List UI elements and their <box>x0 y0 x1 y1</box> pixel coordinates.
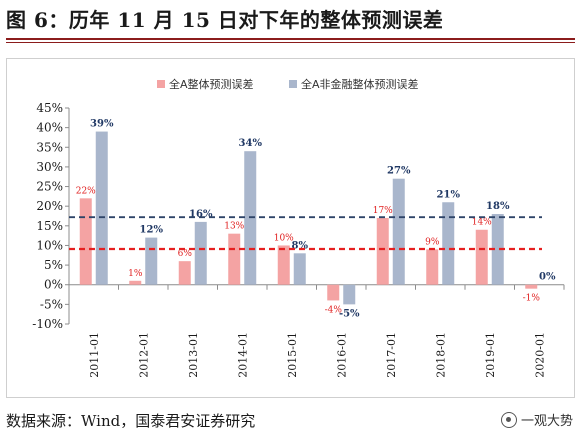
y-tick-label: 5% <box>44 258 63 272</box>
bar-series-a <box>178 261 191 285</box>
bar-series-a <box>79 198 92 285</box>
data-label-series-b: 39% <box>90 119 114 130</box>
data-label-series-a: 17% <box>373 206 393 216</box>
data-label-series-a: 9% <box>425 237 440 247</box>
y-tick-label: 35% <box>36 140 63 154</box>
wechat-logo-icon <box>500 411 517 428</box>
x-tick-label: 2018-01 <box>434 332 447 378</box>
data-label-series-b: 21% <box>437 189 461 200</box>
y-tick-label: -10% <box>32 317 63 331</box>
x-tick-label: 2014-01 <box>236 332 249 378</box>
x-tick-label: 2011-01 <box>88 332 101 378</box>
data-label-series-a: 13% <box>224 222 244 232</box>
legend-swatch-series-b <box>289 80 297 88</box>
x-tick-label: 2013-01 <box>187 332 200 378</box>
bar-series-a <box>277 245 290 285</box>
data-label-series-b: 18% <box>486 201 510 212</box>
data-label-series-b: -5% <box>339 308 360 319</box>
source-note: 数据来源：Wind，国泰君安证券研究 <box>6 412 256 430</box>
y-tick-label: 25% <box>36 180 63 194</box>
x-tick-label: 2012-01 <box>137 332 150 378</box>
bar-series-b <box>293 253 306 285</box>
y-tick-label: 30% <box>36 160 63 174</box>
data-label-series-b: 16% <box>189 209 213 220</box>
data-label-series-a: 6% <box>178 249 193 259</box>
x-tick-label: 2017-01 <box>385 332 398 378</box>
bar-series-a <box>129 280 142 285</box>
y-tick-label: 20% <box>36 199 63 213</box>
x-tick-label: 2016-01 <box>335 332 348 378</box>
brand-name: 一观大势 <box>520 414 573 429</box>
data-label-series-b: 0% <box>539 272 556 283</box>
data-label-series-b: 12% <box>140 225 164 236</box>
plot-area: -10% -5% 0% 5% 10% 15% 20% 25% 30% 35% 40% 45% 2011-… <box>32 101 565 378</box>
bar-series-b <box>194 221 207 285</box>
bar-series-b <box>442 202 455 285</box>
data-label-series-a: -1% <box>523 294 541 304</box>
data-label-series-a: 22% <box>76 186 96 196</box>
chart-frame: 全A整体预测误差 全A非金融整体预测误差 -10% -5% 0% 5% 10% 15% 20… <box>6 58 575 398</box>
data-label-series-a: 10% <box>274 233 294 243</box>
data-label-series-b: 34% <box>239 138 263 149</box>
figure-title: 图 6：历年 11 月 15 日对下年的整体预测误差 <box>6 8 444 32</box>
y-tick-label: 10% <box>36 238 63 252</box>
data-label-series-a: 1% <box>128 269 143 279</box>
y-tick-label: 40% <box>36 121 63 135</box>
x-tick-label: 2015-01 <box>286 332 299 378</box>
bar-series-b <box>491 214 504 285</box>
legend-label-series-a: 全A整体预测误差 <box>169 77 254 91</box>
legend: 全A整体预测误差 全A非金融整体预测误差 <box>157 77 419 91</box>
bar-series-b <box>392 178 405 285</box>
data-label-series-a: 14% <box>472 218 492 228</box>
legend-label-series-b: 全A非金融整体预测误差 <box>301 77 419 91</box>
bar-series-a <box>228 233 241 285</box>
x-tick-label: 2019-01 <box>484 332 497 378</box>
legend-swatch-series-a <box>157 80 165 88</box>
title-bottom-rule <box>6 42 575 43</box>
data-label-series-b: 27% <box>387 166 411 177</box>
y-tick-label: 0% <box>44 278 63 292</box>
y-tick-label: 45% <box>36 101 63 115</box>
data-label-series-a: -4% <box>325 305 343 315</box>
bar-series-a <box>525 284 538 289</box>
chart: 全A整体预测误差 全A非金融整体预测误差 -10% -5% 0% 5% 10% 15% 20… <box>32 77 565 378</box>
bar-series-a <box>426 249 439 285</box>
y-tick-label: -5% <box>40 297 63 311</box>
title-top-rule <box>6 38 575 40</box>
brand-watermark: 一观大势 <box>500 410 573 429</box>
bar-series-a <box>475 229 488 285</box>
bar-series-a <box>376 217 389 285</box>
y-tick-label: 15% <box>36 219 63 233</box>
data-label-series-b: 8% <box>292 240 309 251</box>
bar-series-a <box>327 284 340 301</box>
x-tick-label: 2020-01 <box>533 332 546 378</box>
bar-series-b <box>145 237 158 285</box>
bar-series-b <box>95 131 108 285</box>
bar-series-b <box>343 284 356 305</box>
